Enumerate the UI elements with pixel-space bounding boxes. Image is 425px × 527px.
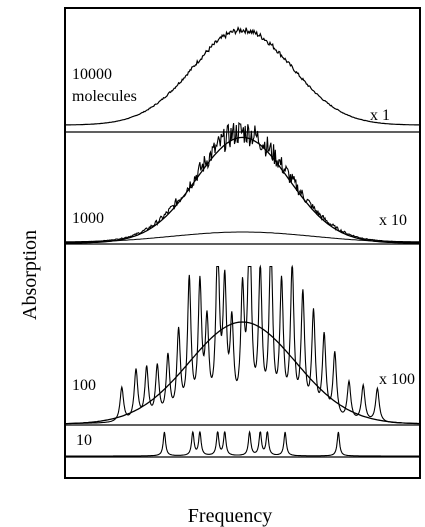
panel-label-10000-line2: molecules xyxy=(72,88,137,105)
panel-label-100: 100 xyxy=(72,377,96,394)
panel-label-10: 10 xyxy=(76,432,92,449)
scale-label-x1: x 1 xyxy=(370,107,390,124)
frame-layer xyxy=(65,8,420,478)
gaussian-fit-100 xyxy=(65,322,420,424)
spectrum-line-10 xyxy=(65,432,420,456)
labels-layer: 10000 molecules x 1 1000 x 10 100 x 100 … xyxy=(19,66,415,527)
scale-label-x100: x 100 xyxy=(379,371,415,388)
gaussian-fit-1000 xyxy=(65,137,420,243)
y-axis-label: Absorption xyxy=(19,230,41,320)
spectrum-line-1000 xyxy=(65,123,420,242)
x-axis-label: Frequency xyxy=(188,505,272,527)
panel-label-10000: 10000 molecules xyxy=(72,66,137,105)
scale-label-x10: x 10 xyxy=(379,212,407,229)
panel-label-1000: 1000 xyxy=(72,210,104,227)
spectrum-line-100 xyxy=(65,267,420,424)
spectrum-line-10000 xyxy=(65,28,420,125)
plot-frame xyxy=(65,8,420,478)
panel-label-10000-line1: 10000 xyxy=(72,66,112,83)
reference-curve-10000 xyxy=(65,232,420,243)
